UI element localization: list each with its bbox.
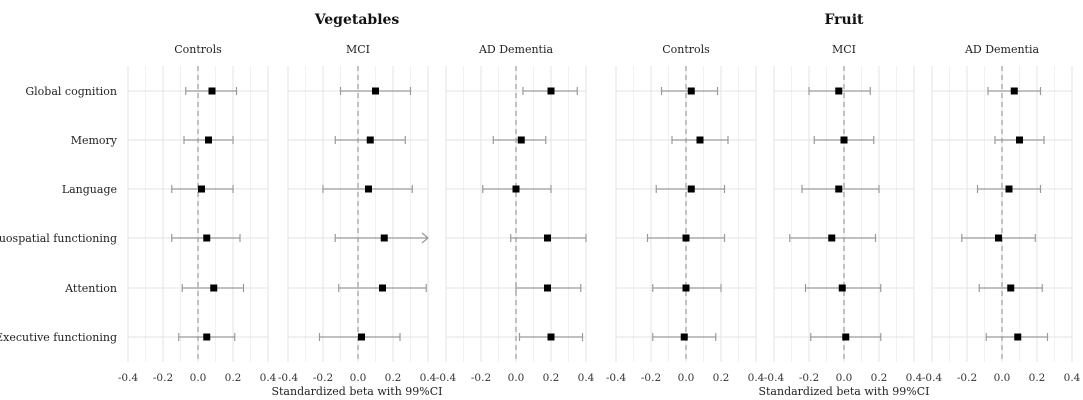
x-tick-label: 0.4 [1064, 372, 1081, 384]
point-estimate [1016, 136, 1023, 144]
point-estimate [372, 87, 379, 95]
row-label: Executive functioning [0, 331, 117, 344]
group-title: Fruit [824, 12, 864, 28]
point-estimate [838, 284, 846, 292]
point-estimate [547, 333, 555, 341]
x-tick-label: 0.4 [906, 372, 923, 384]
x-tick-label: -0.2 [641, 372, 661, 384]
x-tick-label: -0.2 [799, 372, 819, 384]
point-estimate [680, 333, 688, 341]
x-tick-label: -0.4 [436, 372, 457, 384]
x-tick-label: -0.2 [957, 372, 977, 384]
point-estimate [828, 234, 836, 242]
group-title: Vegetables [314, 12, 400, 28]
point-estimate [682, 234, 690, 242]
point-estimate [1010, 87, 1018, 95]
row-label: Visuospatial functioning [0, 232, 117, 245]
point-estimate [380, 234, 388, 242]
x-tick-label: 0.0 [836, 372, 853, 384]
x-tick-label: -0.4 [922, 372, 943, 384]
x-tick-label: 0.0 [190, 372, 207, 384]
panel-strip-label: MCI [832, 43, 856, 56]
x-tick-label: 0.2 [871, 372, 888, 384]
panel-strip-label: AD Dementia [964, 43, 1040, 56]
x-tick-label: 0.2 [543, 372, 560, 384]
point-estimate [366, 136, 374, 144]
row-label: Global cognition [25, 85, 117, 98]
point-estimate [205, 136, 212, 144]
x-tick-label: -0.4 [764, 372, 785, 384]
point-estimate [547, 87, 555, 95]
x-axis-label: Standardized beta with 99%CI [758, 385, 929, 398]
point-estimate [995, 234, 1002, 242]
x-tick-label: -0.2 [471, 372, 491, 384]
x-tick-label: -0.4 [606, 372, 627, 384]
row-label: Memory [71, 134, 118, 147]
x-tick-label: 0.2 [713, 372, 730, 384]
point-estimate [840, 136, 848, 144]
point-estimate [517, 136, 525, 144]
x-tick-label: -0.4 [278, 372, 299, 384]
panel: Controls -0.4 -0.2 0.0 0.2 0.4 [118, 43, 277, 384]
point-estimate [544, 284, 551, 292]
point-estimate [208, 87, 216, 95]
panel: MCI -0.4 -0.2 0.0 0.2 0.4 [278, 43, 437, 384]
x-tick-label: -0.4 [118, 372, 139, 384]
point-estimate [198, 185, 205, 193]
x-tick-label: 0.2 [1029, 372, 1046, 384]
point-estimate [203, 234, 211, 242]
x-tick-label: -0.2 [153, 372, 173, 384]
point-estimate [682, 284, 690, 292]
point-estimate [358, 333, 365, 341]
panel: AD Dementia -0.4 -0.2 0.0 0.2 0.4 [922, 43, 1081, 384]
point-estimate [696, 136, 704, 144]
x-tick-label: 0.0 [508, 372, 525, 384]
x-tick-label: 0.4 [748, 372, 765, 384]
x-tick-label: 0.0 [678, 372, 695, 384]
x-tick-label: 0.4 [260, 372, 277, 384]
panel-strip-label: Controls [174, 43, 222, 56]
point-estimate [835, 87, 843, 95]
panel: Controls -0.4 -0.2 0.0 0.2 0.4 [606, 43, 765, 384]
panel-strip-label: Controls [662, 43, 710, 56]
panel: AD Dementia -0.4 -0.2 0.0 0.2 0.4 [436, 43, 595, 384]
x-tick-label: 0.2 [385, 372, 402, 384]
point-estimate [1005, 185, 1013, 193]
x-tick-label: 0.0 [350, 372, 367, 384]
point-estimate [687, 87, 695, 95]
ci-arrow-high [421, 232, 429, 244]
point-estimate [210, 284, 218, 292]
x-tick-label: -0.2 [313, 372, 333, 384]
x-tick-label: 0.4 [578, 372, 595, 384]
row-label: Attention [64, 282, 117, 295]
point-estimate [835, 185, 843, 193]
point-estimate [512, 185, 520, 193]
panel-strip-label: MCI [346, 43, 370, 56]
panel: MCI -0.4 -0.2 0.0 0.2 0.4 [764, 43, 923, 384]
point-estimate [687, 185, 695, 193]
x-tick-label: 0.0 [994, 372, 1011, 384]
x-axis-label: Standardized beta with 99%CI [271, 385, 442, 398]
point-estimate [1007, 284, 1015, 292]
panel-strip-label: AD Dementia [478, 43, 554, 56]
point-estimate [379, 284, 386, 292]
point-estimate [365, 185, 372, 193]
x-tick-label: 0.4 [420, 372, 437, 384]
point-estimate [203, 333, 211, 341]
x-tick-label: 0.2 [225, 372, 242, 384]
row-label: Language [62, 183, 117, 196]
point-estimate [1014, 333, 1022, 341]
point-estimate [842, 333, 850, 341]
point-estimate [544, 234, 551, 242]
